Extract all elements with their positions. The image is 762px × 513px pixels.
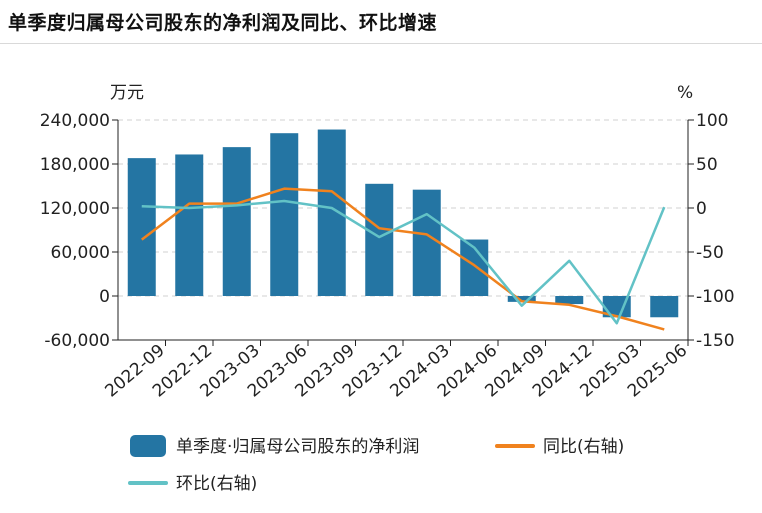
right-tick-label: 100 — [696, 111, 728, 131]
left-axis-unit: 万元 — [110, 83, 144, 103]
bar — [175, 154, 204, 296]
right-tick-label: -50 — [696, 243, 724, 263]
bar — [127, 158, 156, 296]
legend-label: 同比(右轴) — [543, 437, 624, 457]
legend: 单季度·归属母公司股东的净利润 同比(右轴) 环比(右轴) — [128, 435, 624, 494]
right-tick-label: 50 — [696, 155, 718, 175]
left-tick-label: -60,000 — [44, 331, 110, 351]
right-tick-label: -100 — [696, 287, 735, 307]
left-tick-label: 240,000 — [40, 111, 110, 131]
bar — [412, 189, 441, 296]
legend-swatch-bar — [130, 435, 166, 457]
grid-lines — [118, 119, 688, 297]
bar — [222, 147, 251, 296]
bar — [602, 296, 631, 318]
bar — [507, 296, 536, 302]
legend-label: 单季度·归属母公司股东的净利润 — [176, 437, 419, 457]
bar — [270, 133, 299, 296]
chart-title: 单季度归属母公司股东的净利润及同比、环比增速 — [8, 12, 438, 34]
series-line — [140, 187, 665, 331]
bar — [365, 183, 394, 296]
left-tick-label: 120,000 — [40, 199, 110, 219]
left-tick-label: 0 — [99, 287, 110, 307]
right-tick-label: 0 — [696, 199, 707, 219]
bar — [555, 296, 584, 305]
series-line — [141, 199, 666, 325]
line-series — [140, 187, 666, 331]
chart-header: 单季度归属母公司股东的净利润及同比、环比增速 — [0, 0, 762, 44]
right-axis-unit: % — [677, 83, 693, 103]
left-tick-label: 60,000 — [51, 243, 110, 263]
bar-series — [127, 129, 679, 318]
bar — [650, 296, 679, 318]
legend-label: 环比(右轴) — [176, 474, 257, 494]
right-tick-label: -150 — [696, 331, 735, 351]
left-tick-label: 180,000 — [40, 155, 110, 175]
